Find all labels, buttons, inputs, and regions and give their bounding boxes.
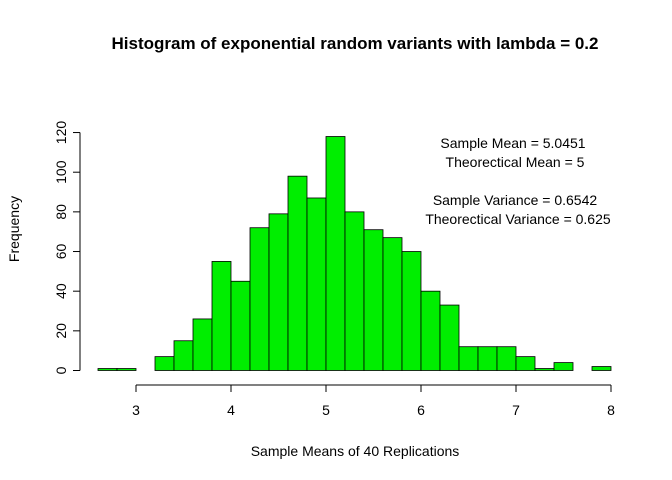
sample-mean-annotation: Sample Mean = 5.0451	[440, 135, 585, 151]
histogram-bar-1	[116, 368, 137, 371]
theoretical-variance-annotation: Theorectical Variance = 0.625	[425, 211, 611, 227]
y-tick-label-3: 60	[53, 244, 69, 260]
histogram-bar-0	[97, 368, 118, 371]
y-tick-label-5: 100	[53, 160, 69, 184]
histogram-bar-3	[154, 356, 175, 371]
histogram-bar-22	[515, 356, 536, 371]
x-tick-label-2: 5	[322, 402, 330, 418]
histogram-bar-8	[249, 227, 270, 371]
histogram-bar-17	[420, 290, 441, 371]
y-tick-label-0: 0	[53, 366, 69, 374]
histogram-bar-18	[439, 304, 460, 371]
histogram-bar-23	[534, 368, 555, 371]
histogram-bar-7	[230, 280, 251, 371]
histogram-bar-6	[211, 261, 232, 371]
x-tick-label-3: 6	[417, 402, 425, 418]
histogram-bar-13	[344, 211, 365, 371]
bars-group	[97, 136, 612, 371]
histogram-bar-21	[496, 346, 517, 371]
y-tick-label-1: 20	[53, 323, 69, 339]
x-tick-label-1: 4	[227, 402, 235, 418]
y-axis-ticks: 0 20 40 60 80 100 120	[53, 121, 80, 374]
histogram-bar-11	[306, 197, 327, 371]
x-tick-label-4: 7	[512, 402, 520, 418]
y-tick-label-4: 80	[53, 204, 69, 220]
y-tick-label-2: 40	[53, 283, 69, 299]
y-tick-label-6: 120	[53, 121, 69, 145]
x-axis-ticks: 3 4 5 6 7 8	[132, 385, 615, 418]
y-axis-label: Frequency	[6, 196, 22, 262]
histogram-bar-26	[591, 366, 612, 371]
x-tick-label-0: 3	[132, 402, 140, 418]
histogram-bar-24	[553, 362, 574, 371]
histogram-bar-15	[382, 237, 403, 371]
histogram-bar-10	[287, 175, 308, 371]
histogram-bar-19	[458, 346, 479, 371]
theoretical-mean-annotation: Theorectical Mean = 5	[446, 154, 585, 170]
histogram-bar-16	[401, 251, 422, 371]
histogram-bar-20	[477, 346, 498, 371]
histogram-bar-4	[173, 340, 194, 371]
histogram-bar-5	[192, 318, 213, 371]
histogram-bar-14	[363, 229, 384, 371]
x-tick-label-5: 8	[607, 402, 615, 418]
histogram-bar-12	[325, 136, 346, 371]
sample-variance-annotation: Sample Variance = 0.6542	[433, 192, 598, 208]
chart-title: Histogram of exponential random variants…	[112, 34, 599, 53]
histogram-bar-9	[268, 213, 289, 371]
x-axis-label: Sample Means of 40 Replications	[251, 443, 460, 459]
